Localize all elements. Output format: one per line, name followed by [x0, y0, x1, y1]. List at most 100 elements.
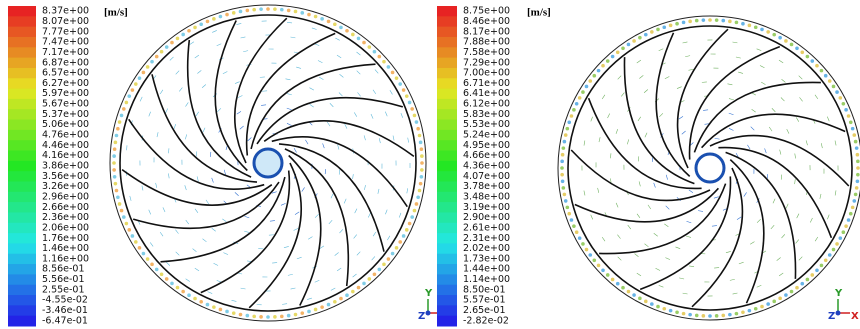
- vector: [236, 23, 241, 24]
- colorbar-band: [8, 181, 36, 192]
- vector: [659, 285, 664, 287]
- vector: [285, 79, 290, 80]
- colorbar-band: [8, 161, 36, 172]
- legend-label: -2.82e-02: [463, 315, 509, 326]
- edge-vector: [357, 37, 361, 41]
- vector: [282, 304, 287, 305]
- colorbar-band: [437, 140, 457, 151]
- vector: [777, 257, 781, 260]
- vector: [628, 225, 631, 229]
- edge-vector: [741, 310, 745, 314]
- colorbar-band: [437, 78, 457, 89]
- vector: [602, 237, 605, 241]
- vector: [212, 178, 214, 183]
- edge-vector: [199, 22, 203, 26]
- edge-vector: [824, 258, 828, 262]
- colorbar-band: [437, 120, 457, 131]
- edge-vector: [585, 248, 589, 252]
- vector: [185, 134, 186, 139]
- vector: [294, 148, 296, 152]
- vector: [353, 174, 354, 179]
- edge-vector: [333, 300, 337, 304]
- edge-vector: [735, 21, 739, 25]
- edge-vector: [402, 88, 406, 92]
- vector: [689, 266, 694, 267]
- vector: [795, 154, 796, 159]
- vector: [799, 97, 802, 101]
- edge-vector: [120, 114, 124, 118]
- vector: [140, 97, 142, 102]
- edge-vector: [294, 313, 298, 317]
- axis-label: Y: [424, 288, 433, 299]
- edge-vector: [606, 59, 610, 63]
- colorbar-band: [8, 37, 36, 48]
- edge-vector: [246, 9, 250, 13]
- vector: [835, 190, 836, 195]
- edge-vector: [702, 18, 706, 22]
- vector: [666, 175, 667, 180]
- vector: [687, 221, 692, 223]
- edge-vector: [416, 127, 420, 131]
- edge-vector: [402, 234, 406, 238]
- edge-vector: [662, 25, 666, 29]
- edge-vector: [395, 76, 399, 80]
- colorbar-band: [437, 243, 457, 254]
- colorbar-band: [437, 37, 457, 48]
- vector: [354, 235, 357, 239]
- vector: [815, 237, 818, 241]
- edge-vector: [112, 161, 116, 165]
- edge-vector: [408, 222, 412, 226]
- vector: [639, 75, 643, 78]
- vector: [771, 225, 774, 229]
- edge-vector: [560, 160, 564, 164]
- edge-vector: [754, 25, 758, 29]
- vector: [195, 209, 198, 213]
- edge-vector: [844, 224, 848, 228]
- vector: [393, 136, 394, 141]
- vector: [223, 72, 227, 74]
- colorbar-band: [437, 151, 457, 162]
- vector: [294, 228, 299, 230]
- edge-vector: [114, 141, 118, 145]
- edge-vector: [601, 268, 605, 272]
- vector: [736, 57, 741, 58]
- vector: [729, 113, 734, 115]
- edge-vector: [362, 41, 366, 45]
- vector: [222, 219, 226, 222]
- edge-vector: [419, 141, 423, 145]
- vector: [726, 251, 731, 252]
- vector: [319, 77, 323, 80]
- vector: [591, 215, 593, 220]
- edge-vector: [125, 222, 129, 226]
- vector: [616, 129, 618, 134]
- edge-vector: [300, 311, 304, 315]
- edge-vector: [760, 305, 764, 309]
- edge-vector: [362, 282, 366, 286]
- colorbar-band: [437, 223, 457, 234]
- vector: [281, 203, 286, 205]
- vector: [232, 300, 237, 301]
- edge-vector: [784, 39, 788, 43]
- vector: [617, 235, 620, 239]
- edge-vector: [155, 268, 159, 272]
- edge-vector: [280, 315, 284, 319]
- edge-vector: [824, 74, 828, 78]
- edge-vector: [572, 224, 576, 228]
- vector: [608, 114, 610, 118]
- vector: [329, 220, 332, 224]
- colorbar-band: [437, 305, 457, 316]
- vector: [727, 84, 732, 85]
- edge-vector: [125, 101, 129, 105]
- edge-vector: [382, 60, 386, 64]
- vector: [176, 252, 180, 255]
- edge-vector: [116, 127, 120, 131]
- edge-vector: [131, 234, 135, 238]
- vector: [757, 285, 762, 287]
- edge-vector: [810, 59, 814, 63]
- vector: [399, 213, 401, 218]
- vector: [810, 218, 812, 222]
- edge-vector: [118, 120, 122, 124]
- edge-vector: [150, 60, 154, 64]
- edge-vector: [564, 199, 568, 203]
- edge-vector: [621, 286, 625, 290]
